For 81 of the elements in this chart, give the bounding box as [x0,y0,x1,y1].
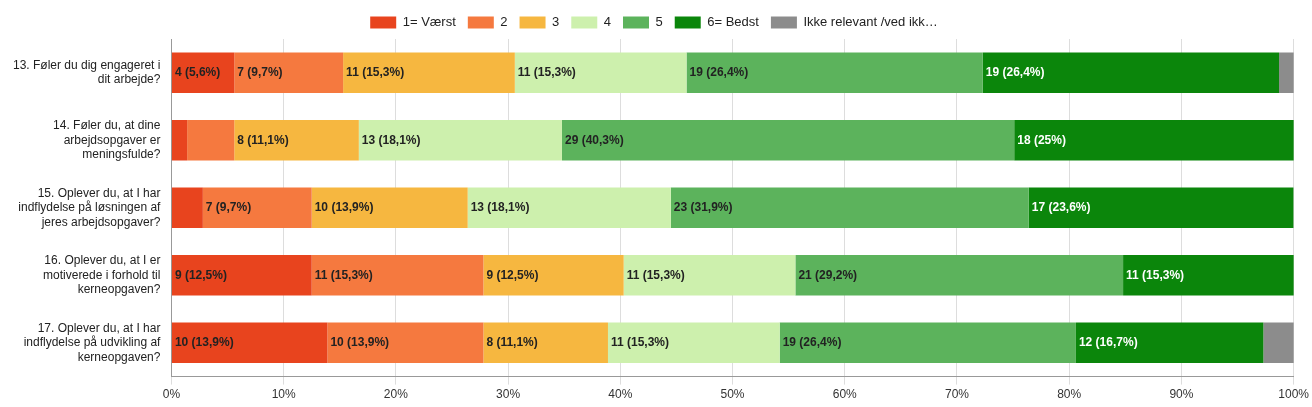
x-tick-label: 70% [944,387,970,402]
bar [358,120,562,161]
y-tick-label: 17. Oplever du, at I har indflydelse på udvikling af kerneopgaven? [23,320,162,364]
data-label: 10 (13,9%) [330,335,390,350]
data-label: 10 (13,9%) [314,200,374,215]
bar [234,120,359,161]
data-label: 8 (11,1%) [237,132,289,147]
bar [483,322,608,364]
legend-label: 1= Værst [402,14,457,30]
bar [514,52,687,94]
data-label: 19 (26,4%) [985,65,1045,80]
bar [795,255,1124,296]
bar [202,187,312,229]
bar [1028,187,1294,229]
bar [171,255,312,296]
data-label: 19 (26,4%) [689,65,749,80]
data-label: 11 (15,3%) [517,65,576,80]
y-tick-label: 15. Oplever du, at I har indflydelse på løsningen af jeres arbejdsopgaver? [18,185,162,229]
y-tick-label: 14. Føler du, at dine arbejdsopgaver er meningsfulde? [53,118,161,161]
data-label: 13 (18,1%) [361,132,421,147]
x-tick-label: 10% [271,387,296,402]
data-label: 11 (15,3%) [610,335,670,350]
bar [982,52,1280,94]
bar [686,52,983,94]
bar [623,255,796,296]
bar [171,187,203,229]
data-label: 11 (15,3%) [346,65,405,80]
bar [311,187,468,229]
data-label: 21 (29,2%) [798,267,858,282]
legend-label: 5 [655,14,663,30]
data-label: 11 (15,3%) [1126,267,1185,282]
data-label: 7 (9,7%) [205,200,252,215]
bar [327,322,484,364]
data-label: 9 (12,5%) [174,267,227,282]
legend-label: 6= Bedst [707,14,760,30]
legend-label: 2 [500,14,508,30]
data-label: 9 (12,5%) [486,267,539,282]
x-tick-label: 60% [832,387,858,402]
legend-label: 3 [552,14,560,30]
y-tick-label: 16. Oplever du, at I er motiverede i forhold til kerneopgaven? [43,253,161,297]
bar [1279,52,1294,94]
data-label: 18 (25%) [1017,132,1066,147]
bar [1263,322,1294,364]
bar [311,255,484,296]
bar [171,120,188,161]
x-tick-label: 0% [162,387,181,402]
bar [1014,120,1294,161]
bar [1123,255,1294,296]
x-tick-label: 20% [383,387,409,402]
x-tick-label: 30% [496,387,521,402]
bar [187,120,235,161]
bar [467,187,671,229]
x-tick-label: 40% [608,387,633,402]
x-tick-label: 90% [1169,387,1194,402]
data-label: 7 (9,7%) [237,65,283,80]
data-label: 13 (18,1%) [470,200,530,215]
data-label: 11 (15,3%) [626,267,685,282]
data-label: 11 (15,3%) [314,267,373,282]
bar [343,52,515,94]
data-label: 8 (11,1%) [486,335,538,350]
bar [234,52,344,94]
data-label: 10 (13,9%) [174,335,234,350]
data-label: 19 (26,4%) [782,335,842,350]
bar [1075,322,1264,364]
data-label: 29 (40,3%) [564,132,624,147]
data-label: 12 (16,7%) [1078,335,1138,350]
bar [779,322,1076,364]
data-label: 17 (23,6%) [1031,200,1091,215]
legend-label: Ikke relevant /ved ikk… [803,14,938,30]
bar [670,187,1029,229]
bar [607,322,780,364]
x-tick-label: 80% [1057,387,1082,402]
x-tick-label: 50% [720,387,745,402]
data-label: 4 (5,6%) [174,65,221,80]
legend-label: 4 [603,14,612,30]
x-tick-label: 100% [1278,387,1310,402]
data-label: 23 (31,9%) [673,200,733,215]
bar [483,255,624,296]
bar [561,120,1015,161]
bar [171,322,328,364]
y-tick-label: 13. Føler du dig engageret i dit arbejde? [13,57,161,87]
